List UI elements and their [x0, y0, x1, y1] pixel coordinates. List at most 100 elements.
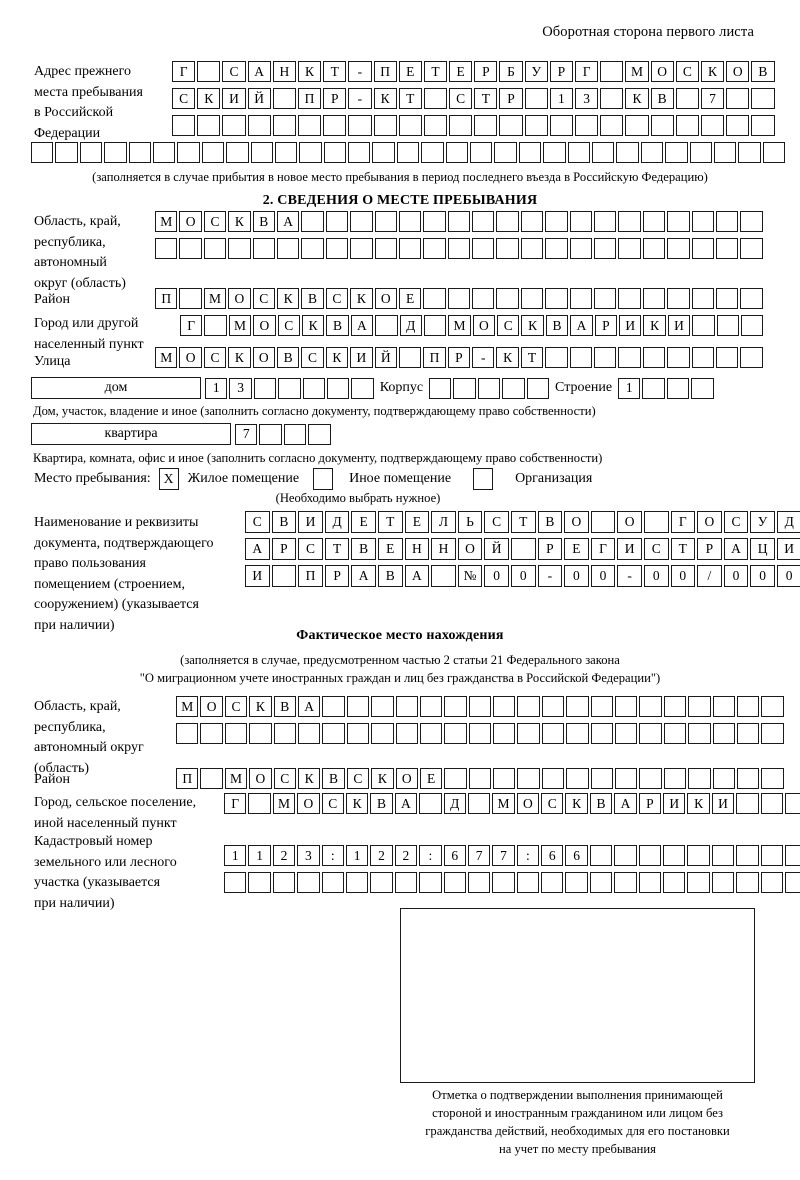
checkbox-inoe[interactable]: [313, 468, 334, 490]
actual-city-cell[interactable]: Г: [224, 793, 247, 814]
document-cell[interactable]: И: [617, 538, 642, 560]
actual-city-cell[interactable]: М: [492, 793, 515, 814]
actual-region-cell[interactable]: [395, 723, 418, 744]
city-cell[interactable]: А: [350, 315, 374, 336]
cadastral-cell[interactable]: [760, 845, 783, 866]
street-cell[interactable]: [667, 347, 690, 368]
prev-address-cell[interactable]: [650, 115, 674, 136]
prev-address-cell[interactable]: Р: [474, 61, 498, 82]
prev-address-cell[interactable]: Б: [499, 61, 523, 82]
actual-region-cell[interactable]: О: [200, 696, 223, 717]
district-cell[interactable]: К: [276, 288, 300, 309]
street-cell[interactable]: К: [325, 347, 349, 368]
document-cell[interactable]: [431, 565, 456, 587]
prev-address-cell[interactable]: [55, 142, 78, 163]
document-cell[interactable]: 0: [750, 565, 775, 587]
region-cell[interactable]: [642, 211, 666, 232]
actual-district-cell[interactable]: [615, 768, 638, 789]
region-cell[interactable]: [715, 238, 739, 259]
document-cell[interactable]: А: [404, 565, 430, 587]
region-cell[interactable]: [301, 211, 324, 232]
document-cell[interactable]: В: [271, 511, 297, 533]
actual-city-cell[interactable]: С: [541, 793, 564, 814]
document-cell[interactable]: Т: [324, 538, 350, 560]
actual-region-cell[interactable]: [736, 723, 760, 744]
prev-address-cell[interactable]: [423, 88, 448, 109]
district-cell[interactable]: [618, 288, 641, 309]
district-cell[interactable]: В: [301, 288, 324, 309]
district-cell[interactable]: С: [252, 288, 275, 309]
cadastral-cell[interactable]: :: [419, 845, 442, 866]
korpus-cells[interactable]: [429, 377, 550, 399]
cadastral-cell[interactable]: [614, 872, 637, 893]
prev-address-cell[interactable]: [625, 115, 649, 136]
prev-address-cell[interactable]: К: [297, 61, 322, 82]
region-cell[interactable]: [569, 211, 593, 232]
stroenie-cell[interactable]: 1: [618, 377, 641, 399]
document-cell[interactable]: А: [245, 538, 270, 560]
document-cell[interactable]: Д: [324, 511, 350, 533]
cadastral-cell[interactable]: [492, 872, 515, 893]
prev-address-cell[interactable]: 3: [575, 88, 599, 109]
actual-region-cell[interactable]: [688, 696, 711, 717]
actual-city-cell[interactable]: [784, 793, 800, 814]
document-cell[interactable]: Р: [271, 538, 297, 560]
prev-address-cell[interactable]: К: [197, 88, 221, 109]
region-cell[interactable]: [642, 238, 666, 259]
document-cell[interactable]: Е: [377, 538, 403, 560]
actual-district-cell[interactable]: О: [249, 768, 272, 789]
document-cell[interactable]: Ц: [750, 538, 775, 560]
prev-address-cell[interactable]: [726, 115, 750, 136]
cadastral-cell[interactable]: 6: [541, 845, 564, 866]
prev-address-cell[interactable]: [600, 61, 624, 82]
region-cell[interactable]: [350, 211, 373, 232]
actual-region-cell[interactable]: [761, 696, 784, 717]
actual-region-cell[interactable]: [346, 723, 370, 744]
region-cell[interactable]: [472, 211, 495, 232]
document-cell[interactable]: А: [351, 565, 376, 587]
actual-district-cell[interactable]: [663, 768, 687, 789]
cadastral-cell[interactable]: 1: [248, 845, 271, 866]
actual-region-cell[interactable]: [761, 723, 784, 744]
district-cell[interactable]: Е: [398, 288, 422, 309]
actual-district-cell[interactable]: К: [371, 768, 394, 789]
document-cell[interactable]: В: [537, 511, 563, 533]
actual-region-cell[interactable]: [639, 696, 662, 717]
region-cell[interactable]: [398, 238, 422, 259]
cadastral-cell[interactable]: [541, 872, 564, 893]
city-cell[interactable]: К: [521, 315, 544, 336]
actual-city-cell[interactable]: [419, 793, 442, 814]
region-cell[interactable]: [594, 211, 617, 232]
actual-region-cell[interactable]: [615, 723, 638, 744]
actual-region-cell[interactable]: [688, 723, 711, 744]
cadastral-cell[interactable]: [638, 872, 662, 893]
street-cell[interactable]: С: [203, 347, 227, 368]
prev-address-cell[interactable]: [738, 142, 761, 163]
region-cell[interactable]: [545, 238, 568, 259]
document-cell[interactable]: Г: [590, 538, 616, 560]
actual-district-cell[interactable]: О: [395, 768, 418, 789]
document-cell[interactable]: Г: [670, 511, 696, 533]
prev-address-row-full[interactable]: [31, 142, 786, 163]
korpus-cell[interactable]: [429, 377, 452, 399]
prev-address-cell[interactable]: Т: [323, 61, 347, 82]
actual-region-cell[interactable]: [297, 723, 321, 744]
prev-address-cell[interactable]: [152, 142, 176, 163]
cadastral-cell[interactable]: 7: [467, 845, 491, 866]
actual-region-cell[interactable]: [468, 723, 492, 744]
region-cell[interactable]: [228, 238, 251, 259]
document-cell[interactable]: С: [245, 511, 270, 533]
actual-city-cell[interactable]: [736, 793, 759, 814]
district-cell[interactable]: [472, 288, 495, 309]
actual-city-cell[interactable]: В: [370, 793, 393, 814]
prev-address-cell[interactable]: [445, 142, 469, 163]
flat-cell[interactable]: 7: [235, 423, 258, 445]
city-cell[interactable]: В: [545, 315, 569, 336]
city-cell[interactable]: Р: [594, 315, 618, 336]
cadastral-cell[interactable]: [663, 845, 686, 866]
city-cell[interactable]: [740, 315, 764, 336]
korpus-cell[interactable]: [502, 377, 525, 399]
region-cell[interactable]: [325, 238, 349, 259]
document-cell[interactable]: И: [298, 511, 323, 533]
district-cell[interactable]: М: [203, 288, 227, 309]
